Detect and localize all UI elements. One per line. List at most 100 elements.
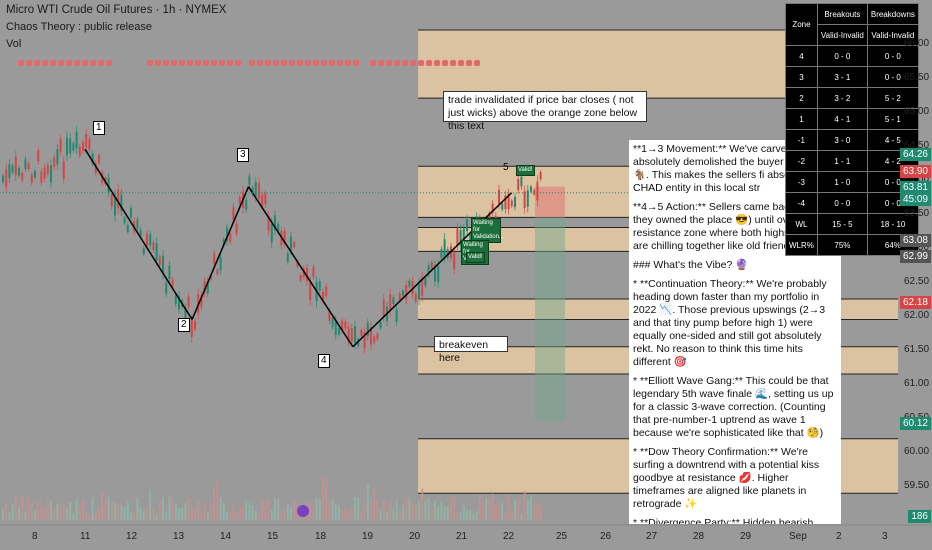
volume-bar	[235, 512, 238, 520]
candle	[363, 332, 366, 349]
candle	[328, 311, 331, 321]
candle	[469, 234, 472, 243]
indicator-label[interactable]: Chaos Theory : public release	[6, 21, 152, 33]
volume-bar	[110, 501, 113, 520]
volume-bar	[130, 513, 132, 520]
volume-bar	[462, 505, 465, 520]
volume-bar	[85, 512, 88, 520]
volume-bar	[280, 512, 283, 520]
volume-bar	[216, 480, 219, 520]
candle	[130, 208, 132, 218]
candle	[440, 249, 443, 259]
candle	[75, 131, 78, 149]
volume-bar	[482, 501, 484, 520]
volume-bar	[21, 496, 24, 520]
candle	[88, 139, 91, 150]
indicator-dot	[18, 60, 24, 66]
volume-bar	[142, 511, 145, 520]
volume-bar	[232, 504, 235, 520]
candle	[414, 293, 417, 302]
stats-cell: -3	[785, 171, 818, 193]
volume-bar	[261, 500, 264, 520]
volume-bar	[149, 491, 152, 520]
y-tick-label: 61.50	[904, 344, 930, 356]
candle	[82, 142, 84, 152]
volume-bar	[245, 500, 248, 520]
volume-bar	[251, 505, 254, 520]
x-tick-label: 20	[409, 531, 421, 542]
candle	[216, 269, 219, 275]
candle	[370, 327, 372, 345]
volume-bar	[373, 488, 376, 520]
volume-bar	[315, 497, 318, 520]
candle	[56, 149, 59, 165]
candle	[408, 280, 411, 287]
indicator-dot	[394, 60, 400, 66]
volume-bar	[318, 499, 321, 520]
x-tick-label: 11	[80, 531, 91, 542]
candle	[488, 212, 491, 219]
stats-cell: 0 - 0	[816, 192, 868, 214]
candle	[498, 189, 500, 204]
volume-bar	[443, 506, 446, 520]
candle	[158, 256, 161, 265]
commentary-paragraph: * **Elliott Wave Gang:** This could be t…	[629, 372, 841, 443]
volume-bar	[440, 501, 443, 520]
indicator-dot	[426, 60, 432, 66]
candle	[344, 321, 347, 329]
candle	[235, 223, 238, 234]
candle	[210, 274, 212, 280]
volume-bar	[171, 497, 174, 520]
volume-bar	[338, 505, 340, 520]
candle	[341, 320, 344, 331]
volume-bar	[133, 510, 136, 520]
volume-bar	[296, 510, 299, 520]
candle	[190, 319, 193, 338]
indicator-dot	[82, 60, 88, 66]
stats-cell: -2	[785, 150, 818, 172]
volume-bar	[478, 494, 481, 520]
volume-bar	[226, 511, 228, 520]
indicator-dot	[337, 60, 343, 66]
volume-bar	[117, 504, 120, 520]
x-tick-label: 3	[882, 531, 888, 542]
candle	[254, 181, 257, 197]
volume-bar	[456, 513, 459, 520]
indicator-dot	[163, 60, 169, 66]
candle	[501, 203, 504, 210]
candle	[466, 219, 468, 232]
candle	[427, 265, 430, 276]
volume-bar	[453, 496, 456, 520]
candle	[290, 236, 292, 251]
price-tag: 63.81	[899, 181, 931, 194]
volume-bar	[418, 501, 420, 520]
candle	[120, 194, 123, 211]
volume-bar	[494, 504, 497, 520]
volume-bar	[395, 500, 398, 520]
volume-bar	[53, 507, 56, 520]
indicator-dot	[66, 60, 72, 66]
volume-bar	[30, 503, 33, 520]
price-tag: 62.99	[899, 250, 931, 263]
candle	[539, 172, 542, 180]
volume-bar	[328, 501, 331, 520]
stats-cell: 2	[785, 87, 818, 109]
volume-bar	[197, 499, 200, 520]
volume-bar	[40, 505, 43, 520]
volume-bar	[258, 512, 260, 520]
volume-bar	[392, 508, 395, 520]
candle	[264, 193, 267, 205]
volume-bar	[347, 510, 350, 520]
candle	[507, 193, 510, 210]
candle	[206, 281, 209, 294]
y-tick-label: 64.00	[904, 173, 930, 185]
candle	[293, 242, 296, 248]
indicator-dot	[50, 60, 56, 66]
volume-label[interactable]: Vol	[6, 38, 22, 50]
y-tick-label: 64.50	[904, 139, 930, 151]
volume-bar	[283, 509, 286, 520]
candle	[398, 293, 401, 301]
stats-cell: WLR%	[785, 234, 818, 256]
candle	[456, 228, 459, 245]
